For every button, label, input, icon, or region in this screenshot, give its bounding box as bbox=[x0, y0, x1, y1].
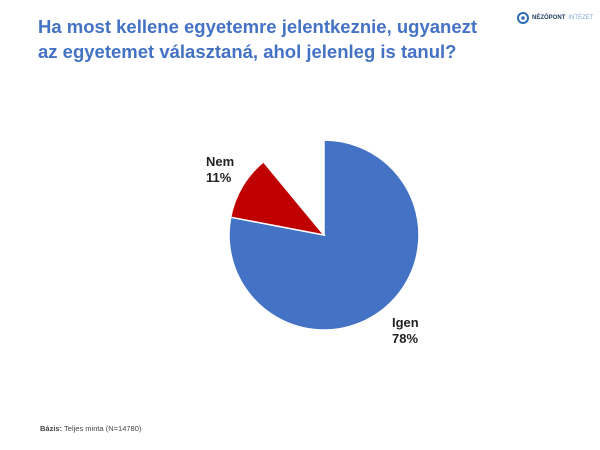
pie-slice-igen bbox=[228, 139, 420, 331]
slice-category-label: Igen bbox=[392, 315, 419, 330]
pie-slice-nem bbox=[229, 160, 326, 237]
logo-icon bbox=[517, 12, 529, 24]
logo-text-1: NÉZŐPONT bbox=[532, 15, 566, 21]
footer-label: Bázis: bbox=[40, 424, 63, 433]
logo: NÉZŐPONT INTÉZET bbox=[517, 12, 593, 24]
slice-value-label: 11% bbox=[206, 170, 232, 185]
logo-text-2: INTÉZET bbox=[568, 15, 594, 21]
chart-title: Ha most kellene egyetemre jelentkeznie, … bbox=[38, 16, 478, 62]
footer-note: Bázis: Teljes minta (N=14780) bbox=[40, 424, 141, 433]
slice-category-label: Nem bbox=[206, 154, 234, 169]
footer-text: Teljes minta (N=14780) bbox=[64, 424, 142, 433]
slice-value-label: 78% bbox=[392, 331, 418, 346]
